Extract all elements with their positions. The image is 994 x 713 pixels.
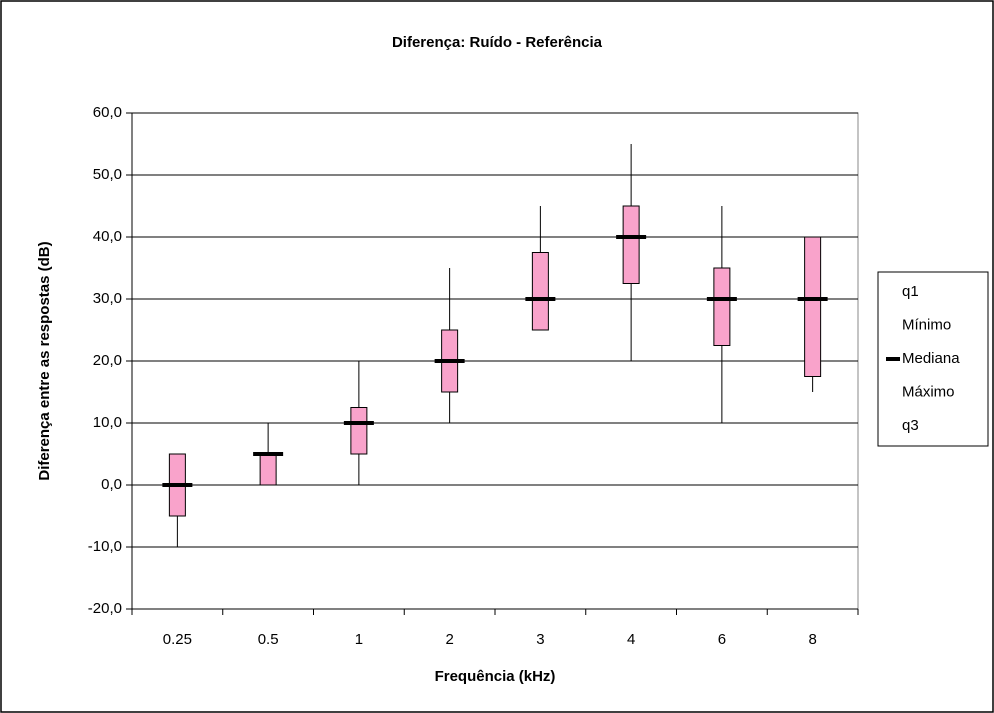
legend-label: Mediana (902, 350, 960, 367)
x-tick-label: 6 (718, 631, 726, 648)
box (350, 407, 368, 455)
legend-label: q1 (902, 283, 919, 300)
x-tick-label: 1 (355, 631, 363, 648)
y-tick-label: -20,0 (88, 600, 122, 617)
legend-label: Mínimo (902, 316, 951, 333)
y-tick-label: 0,0 (101, 476, 122, 493)
y-tick-label: 30,0 (93, 290, 122, 307)
y-tick-label: -10,0 (88, 538, 122, 555)
chart-title: Diferença: Ruído - Referência (392, 34, 603, 51)
x-tick-label: 0.5 (258, 631, 279, 648)
y-tick-label: 10,0 (93, 414, 122, 431)
box (259, 453, 277, 486)
y-axis-label: Diferença entre as respostas (dB) (36, 241, 53, 480)
y-tick-label: 20,0 (93, 352, 122, 369)
box (713, 267, 731, 346)
x-tick-label: 2 (445, 631, 453, 648)
x-axis-label: Frequência (kHz) (435, 668, 556, 685)
x-tick-label: 0.25 (163, 631, 192, 648)
y-tick-label: 50,0 (93, 166, 122, 183)
box (622, 205, 640, 284)
y-tick-label: 60,0 (93, 104, 122, 121)
box (531, 252, 549, 331)
legend-label: Máximo (902, 383, 955, 400)
box (804, 236, 822, 377)
x-tick-label: 3 (536, 631, 544, 648)
y-tick-label: 40,0 (93, 228, 122, 245)
legend-label: q3 (902, 417, 919, 434)
x-tick-label: 4 (627, 631, 635, 648)
x-tick-label: 8 (808, 631, 816, 648)
